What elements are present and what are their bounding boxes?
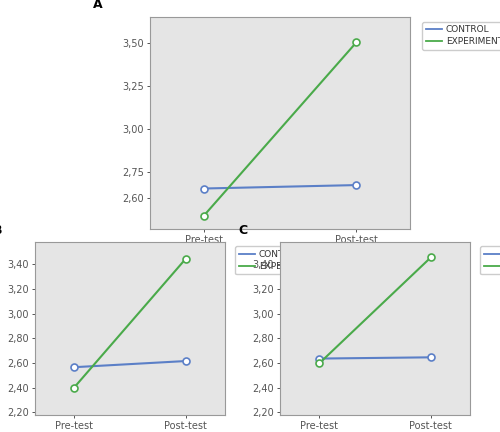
Text: C: C [238, 224, 248, 237]
Legend: CONTROL, EXPERIMENTAL: CONTROL, EXPERIMENTAL [480, 246, 500, 274]
Text: B: B [0, 224, 2, 237]
Legend: CONTROL, EXPERIMENTAL: CONTROL, EXPERIMENTAL [235, 246, 330, 274]
Text: A: A [93, 0, 102, 11]
Legend: CONTROL, EXPERIMENTAL: CONTROL, EXPERIMENTAL [422, 22, 500, 50]
